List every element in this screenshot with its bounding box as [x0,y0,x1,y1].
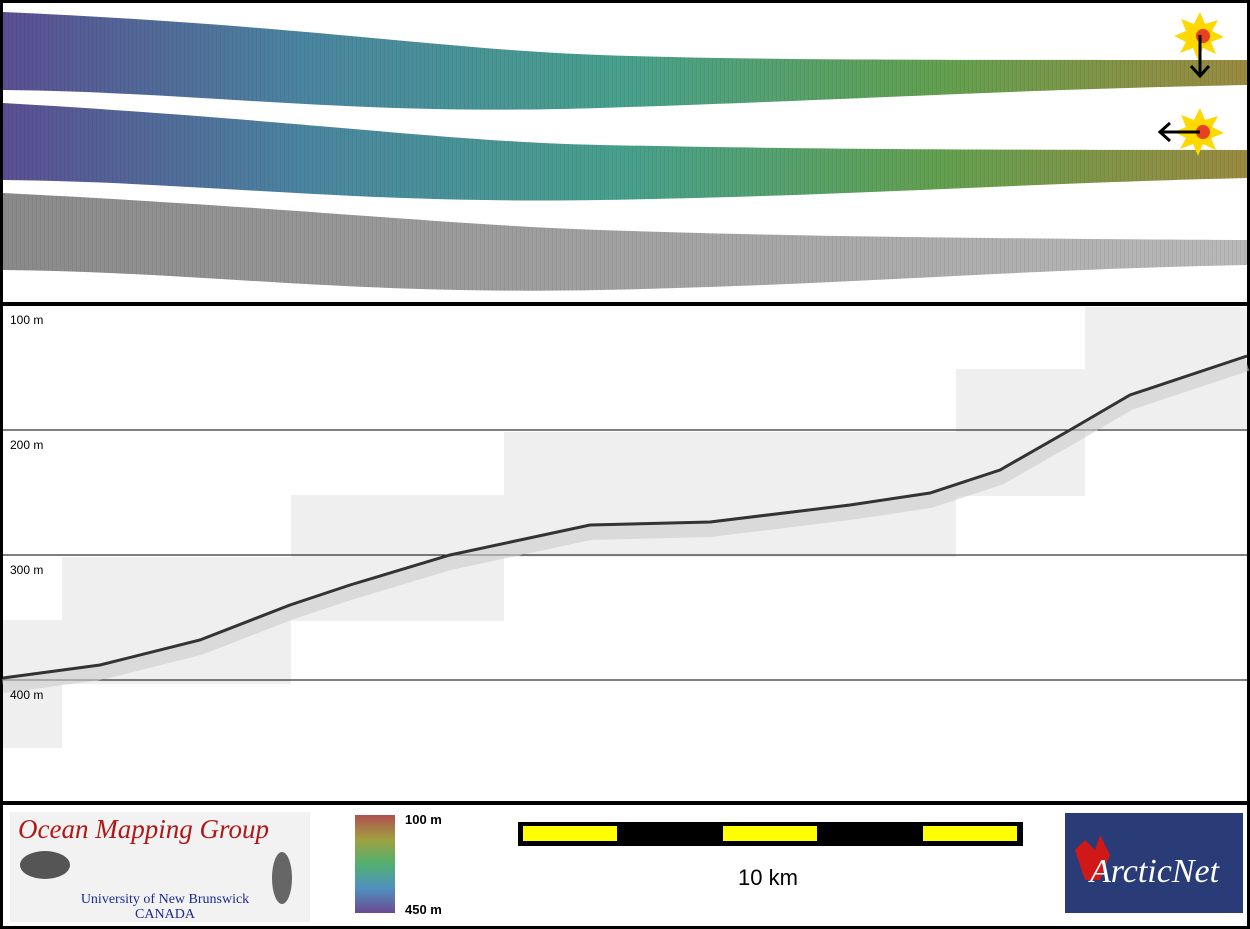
scale-segment [523,826,617,841]
colorbar-label: 100 m [405,812,442,827]
footer: Ocean Mapping Group University of New Br… [10,812,1243,922]
arrow [1157,121,1172,143]
scale-segment [723,826,817,841]
profile-panel: 100 m 200 m 300 m 400 m [2,307,1250,748]
logo-subtitle: University of New Brunswick [81,892,249,907]
logo-country: CANADA [135,907,196,922]
swath-texture [3,193,1247,291]
scale-segment [923,826,1017,841]
divider [0,302,1250,306]
colorbar-label: 450 m [405,902,442,917]
sun-icon [1196,29,1210,43]
depth-label: 300 m [10,563,43,577]
swath-panel [3,12,1247,291]
scale-label: 10 km [738,865,798,890]
profile-scatter [2,357,1250,693]
swath-texture [3,12,1247,110]
arrow [1189,64,1211,79]
swath-texture [3,103,1247,201]
colorbar [355,815,395,913]
logo-graphic [20,851,70,879]
seafloor-profile [2,354,1248,680]
logo-title: Ocean Mapping Group [18,814,269,844]
depth-label: 400 m [10,688,43,702]
divider [0,801,1250,805]
depth-label: 100 m [10,313,43,327]
logo-graphic [272,852,292,904]
maple-leaf [1075,835,1110,880]
depth-label: 200 m [10,438,43,452]
sun-icon [1196,125,1210,139]
partner-logo: ArcticNet [1088,853,1221,890]
